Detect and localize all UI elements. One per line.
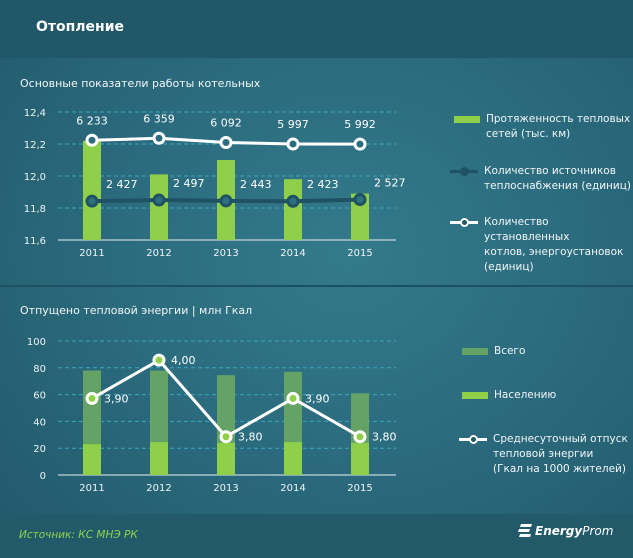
data-point-marker <box>152 131 166 145</box>
x-tick-label: 2011 <box>79 483 104 494</box>
data-point-marker <box>219 430 233 444</box>
data-label: 3,90 <box>104 392 129 405</box>
energyprom-logo: EnergyProm <box>518 524 613 538</box>
legend-label: Среднесуточный отпуск <box>493 433 628 445</box>
x-tick-label: 2014 <box>280 248 305 259</box>
page-title: Отопление <box>36 19 125 35</box>
x-tick-label: 2012 <box>146 248 171 259</box>
header-band <box>0 0 633 58</box>
data-point-marker <box>353 193 367 207</box>
source-note: Источник: КС МНЭ РК <box>19 529 138 541</box>
x-tick-label: 2011 <box>79 248 104 259</box>
data-label: 2 527 <box>374 177 406 190</box>
data-label: 6 233 <box>76 114 108 127</box>
data-label: 5 997 <box>277 118 309 131</box>
legend-label: котлов, энергоустановок <box>484 246 624 258</box>
bar-2011 <box>83 140 101 240</box>
data-label: 2 443 <box>240 178 272 191</box>
chart1-title: Основные показатели работы котельных <box>20 77 261 90</box>
data-label: 2 497 <box>173 177 205 190</box>
data-point-marker <box>219 194 233 208</box>
data-point-marker <box>152 193 166 207</box>
legend-label: сетей (тыс. км) <box>486 128 571 140</box>
legend-label: Всего <box>494 345 526 357</box>
legend-marker-icon <box>460 218 469 227</box>
chart2-title: Отпущено тепловой энергии | млн Гкал <box>20 304 253 317</box>
data-point-marker <box>219 136 233 150</box>
data-label: 3,80 <box>238 431 263 444</box>
bar-2015 <box>351 193 369 240</box>
data-label: 6 092 <box>210 117 242 130</box>
data-label: 2 423 <box>307 178 339 191</box>
legend-item-population: Населению <box>460 388 556 403</box>
data-label: 6 359 <box>143 112 175 125</box>
data-point-marker <box>85 133 99 147</box>
data-label: 4,00 <box>171 354 196 367</box>
x-tick-label: 2014 <box>280 483 305 494</box>
bar-2015 <box>351 442 369 475</box>
data-point-marker <box>286 391 300 405</box>
bar-2013 <box>217 442 235 475</box>
bar-2012 <box>150 174 168 240</box>
legend-item-daily-supply: Среднесуточный отпуск тепловой энергии (Гк… <box>459 432 628 477</box>
y-tick-label: 0 <box>40 471 46 482</box>
chart-heat-supplied: 100 80 60 40 20 0 2011 2012 2013 2014 2015 3,90 4,00… <box>27 337 397 494</box>
bar-2014 <box>284 442 302 475</box>
x-tick-label: 2015 <box>347 248 372 259</box>
chart-boiler-indicators: 12,4 12,2 12,0 11,8 11,6 2011 2012 2013 2014 2015… <box>23 108 406 259</box>
energyprom-logo-icon <box>518 524 532 537</box>
y-tick-label: 11,8 <box>24 204 46 215</box>
legend-label: (Гкал на 1000 жителей) <box>493 463 626 475</box>
data-label: 2 427 <box>106 178 138 191</box>
y-tick-label: 40 <box>33 417 46 428</box>
legend-label: Населению <box>494 389 557 401</box>
section-divider <box>0 285 633 287</box>
x-tick-label: 2015 <box>347 483 372 494</box>
y-tick-label: 60 <box>33 391 46 402</box>
data-label: 3,90 <box>305 392 330 405</box>
bar-2014 <box>284 179 302 240</box>
legend-label: Количество источников <box>484 165 616 177</box>
y-tick-label: 100 <box>27 337 46 348</box>
logo-text-bold: Energy <box>535 524 583 538</box>
legend-item-network-length: Протяженность тепловых сетей (тыс. км) <box>452 112 630 142</box>
y-tick-label: 12,4 <box>24 108 46 119</box>
legend-item-heat-sources: Количество источников теплоснабжения (еди… <box>450 164 631 194</box>
legend-label: тепловой энергии <box>493 448 594 460</box>
legend-label: (единиц) <box>484 261 534 273</box>
y-tick-label: 12,0 <box>24 172 46 183</box>
bar-2012 <box>150 442 168 475</box>
data-point-marker <box>85 391 99 405</box>
bar-2011 <box>83 444 101 475</box>
data-point-marker <box>286 137 300 151</box>
y-tick-label: 80 <box>33 364 46 375</box>
legend-marker-icon <box>460 167 469 176</box>
legend-label: теплоснабжения (единиц) <box>484 180 631 192</box>
legend-item-boilers: Количество установленных котлов, энергоус… <box>450 215 633 275</box>
legend-swatch-bar <box>462 348 488 355</box>
legend-label: Протяженность тепловых <box>486 113 631 125</box>
legend-item-total: Всего <box>460 344 525 359</box>
data-point-marker <box>353 430 367 444</box>
legend-label: Количество установленных <box>484 216 570 243</box>
data-point-marker <box>85 194 99 208</box>
data-point-marker <box>353 137 367 151</box>
y-tick-label: 11,6 <box>24 236 46 247</box>
x-tick-label: 2013 <box>213 483 238 494</box>
logo-text: Prom <box>582 524 614 538</box>
data-label: 3,80 <box>372 431 397 444</box>
y-tick-label: 20 <box>33 444 46 455</box>
legend-marker-icon <box>469 435 478 444</box>
x-tick-label: 2013 <box>213 248 238 259</box>
data-point-marker <box>286 194 300 208</box>
data-label: 5 992 <box>344 118 376 131</box>
legend-swatch-bar <box>462 392 488 399</box>
x-tick-label: 2012 <box>146 483 171 494</box>
legend-swatch-bar <box>454 116 480 123</box>
data-point-marker <box>152 353 166 367</box>
y-tick-label: 12,2 <box>24 140 46 151</box>
